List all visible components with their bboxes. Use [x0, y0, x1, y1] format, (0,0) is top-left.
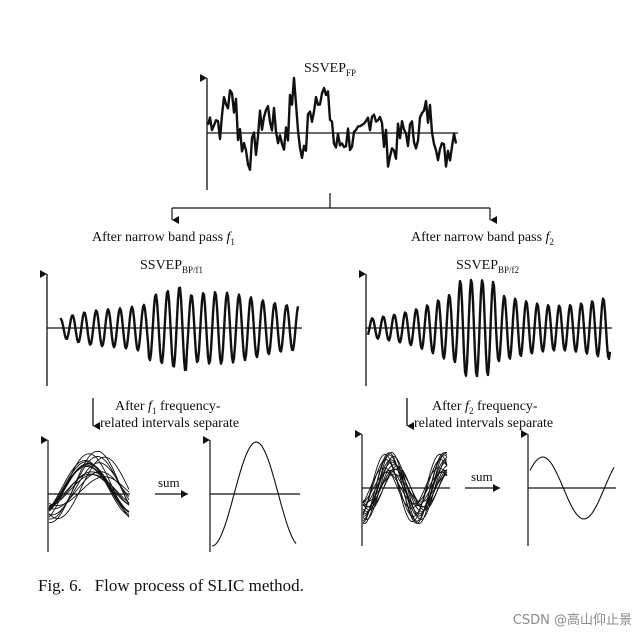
segment-trace [48, 471, 130, 510]
segment-trace [48, 474, 130, 508]
branch-2-separate-line2: related intervals separate [414, 416, 553, 431]
branch-2-separate-line1: After f2 frequency- [432, 399, 538, 416]
segment-trace [362, 467, 448, 509]
segment-trace [48, 450, 130, 523]
top-signal-label: SSVEPFP [304, 61, 356, 78]
segment-trace [48, 461, 130, 515]
branch-1-summed-waveform [211, 441, 297, 547]
top-signal-plot [200, 74, 458, 190]
branch-2-summed-waveform [529, 456, 615, 520]
branch-1-sum-label: sum [158, 475, 180, 490]
branch-1-signal-label: SSVEPBP/f1 [140, 258, 203, 275]
segment-trace [362, 468, 448, 508]
segment-trace [362, 465, 448, 511]
watermark: CSDN @高山仰止景 [512, 613, 632, 628]
branch-2-filtered-waveform [366, 278, 612, 378]
segment-trace [362, 469, 448, 507]
branch-1: After narrow band pass f1 SSVEPBP/f1 Aft… [40, 230, 302, 552]
branch-2-sum-label: sum [471, 469, 493, 484]
branch-2-signal-label: SSVEPBP/f2 [456, 258, 519, 275]
branch-1-filtered-waveform [59, 286, 300, 372]
segment-trace [48, 459, 130, 517]
branch-1-filter-label: After narrow band pass f1 [92, 230, 235, 247]
branch-2-segments [362, 451, 448, 525]
segment-trace [362, 454, 448, 522]
segment-trace [362, 468, 448, 508]
segment-trace [48, 456, 130, 520]
branch-2-filter-label: After narrow band pass f2 [411, 230, 554, 247]
figure-caption: Fig. 6. Flow process of SLIC method. [38, 576, 304, 595]
segment-trace [362, 473, 448, 503]
segment-trace [362, 453, 448, 523]
segment-trace [48, 463, 130, 513]
segment-trace [362, 459, 448, 517]
branch-2: After narrow band pass f2 SSVEPBP/f2 Aft… [355, 230, 616, 546]
splitter [171, 193, 497, 224]
branch-1-separate-line2: related intervals separate [100, 416, 239, 431]
branch-1-separate-line1: After f1 frequency- [115, 399, 221, 416]
branch-1-segments [48, 450, 130, 523]
segment-trace [48, 453, 130, 518]
top-signal-waveform [206, 76, 458, 171]
segment-trace [48, 473, 130, 507]
